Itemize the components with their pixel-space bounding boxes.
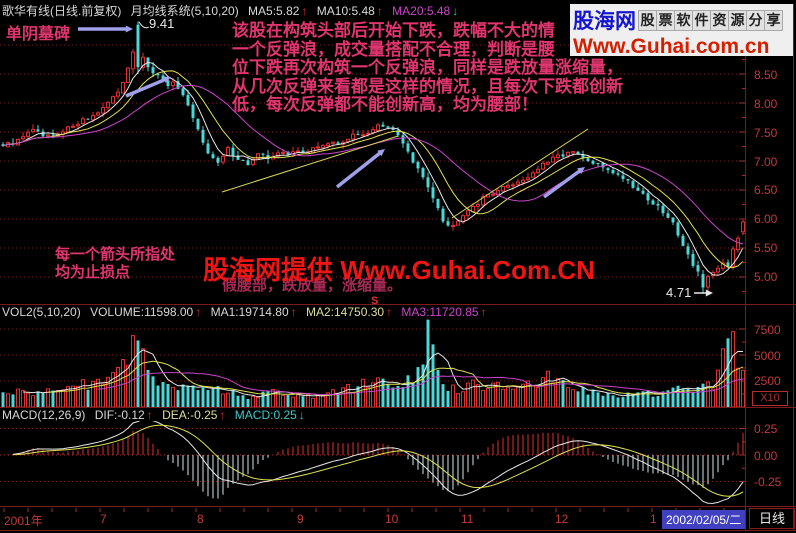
price-axis-label: 5.50 <box>754 241 778 255</box>
stock-title: 歌华有线(日线.前复权) <box>2 4 122 18</box>
price-axis-label: 6.50 <box>754 183 778 197</box>
faint-note: 假腰部，跌放量，涨缩量。 <box>222 277 403 294</box>
volume-axis-label: 5000 <box>754 349 781 363</box>
price-axis-label: 6.00 <box>754 212 778 226</box>
ma-system-label: 月均线系统(5,10,20) <box>130 4 239 18</box>
time-axis-year: 2001年 <box>4 514 43 528</box>
vol-value: VOLUME:11598.00 <box>90 305 194 319</box>
time-axis-month-label: 1 <box>650 512 657 526</box>
commentary-line: 低，每次反弹都不能创新高，均为腰部！ <box>232 95 538 115</box>
time-axis-month-label: 8 <box>197 512 204 526</box>
dif-value: DIF:-0.12 <box>94 408 145 422</box>
ma20-value: MA20:5.48 <box>392 4 451 18</box>
volume-header: VOL2(5,10,20) VOLUME:11598.00 ↑ MA1:19714… <box>2 305 493 319</box>
watermark-tagline-char: 股 <box>638 9 657 31</box>
price-axis-label: 8.00 <box>754 97 778 111</box>
macd-value: MACD:0.25 <box>234 408 297 422</box>
time-axis-month-label: 10 <box>385 512 399 526</box>
macd-axis-label: -0.25 <box>754 475 782 489</box>
current-date-badge: 2002/02/05/二 <box>662 510 746 529</box>
stop-loss-note-line2: 均为止损点 <box>55 264 131 281</box>
dea-up-arrow-icon: ↑ <box>219 408 226 422</box>
volume-pane[interactable] <box>1 319 745 408</box>
time-axis-month-label: 9 <box>297 512 304 526</box>
volume-unit-badge: X10 <box>752 391 788 406</box>
vol-ma3-value: MA3:11720.85 <box>401 305 479 319</box>
macd-pane[interactable] <box>7 419 744 504</box>
watermark-url: Www.Guhai.com.cn <box>573 35 770 58</box>
peak-price-label: 9.41 <box>149 16 175 31</box>
watermark-tagline-char: 享 <box>764 9 783 31</box>
watermark-tagline-char: 资 <box>710 9 729 31</box>
center-watermark: 股海网提供 Www.Guhai.Com.CN <box>203 255 595 285</box>
header-bar: 歌华有线(日线.前复权) 月均线系统(5,10,20) MA5:5.82 ↑ MA… <box>2 2 464 19</box>
price-axis-label: 8.50 <box>754 68 778 82</box>
ma10-value: MA10:5.48 <box>316 4 375 18</box>
watermark-tagline-char: 源 <box>728 9 747 31</box>
vol-ma1-value: MA1:19714.80 <box>210 305 289 319</box>
sell-marker: S <box>371 295 379 307</box>
ma20-down-arrow-icon: ↓ <box>452 4 459 18</box>
macd-indicator-label: MACD(12,26,9) <box>2 408 86 422</box>
dif-up-arrow-icon: ↑ <box>146 408 153 422</box>
time-axis-month-label: 7 <box>100 512 107 526</box>
macd-header: MACD(12,26,9) DIF:-0.12 ↑ DEA:-0.25 ↑ MACD… <box>2 408 311 422</box>
watermark-tagline-char: 票 <box>656 9 675 31</box>
price-axis-label: 5.00 <box>754 270 778 284</box>
commentary-line: 从几次反弹来看都是这样的情况，且每次下跌都创新 <box>232 76 623 96</box>
ma5-value: MA5:5.82 <box>248 4 300 18</box>
vol-indicator-label: VOL2(5,10,20) <box>2 305 81 319</box>
time-axis-month-label: 11 <box>461 512 474 526</box>
commentary-line: 该股在构筑头部后开始下跌，跌幅不大的情 <box>232 21 555 40</box>
watermark-tagline-char: 软 <box>674 9 693 31</box>
commentary-line: 位下跌再次构筑一个反弹浪，同样是跌放量涨缩量， <box>232 58 623 78</box>
vol-ma2-up-arrow-icon: ↑ <box>386 305 393 319</box>
price-axis-label: 7.50 <box>754 126 778 140</box>
watermark-tagline-char: 件 <box>692 9 711 31</box>
watermark-banner: 股海网股票软件资源分享 Www.Guhai.com.cn <box>570 4 793 58</box>
volume-axis-label: 7500 <box>754 323 781 337</box>
macd-axis-label: 0.00 <box>754 449 778 463</box>
period-selector[interactable]: 日线 <box>749 508 795 529</box>
macd-down-arrow-icon: ↓ <box>298 408 305 422</box>
watermark-brand: 股海网 <box>573 10 636 33</box>
commentary-note: 该股在构筑头部后开始下跌，跌幅不大的情 一个反弹浪，成交量搭配不合理，判断是腰 … <box>232 21 623 115</box>
volume-axis-label: 2500 <box>754 374 781 388</box>
price-axis-label: 7.00 <box>754 155 778 169</box>
vol-ma1-up-arrow-icon: ↑ <box>290 305 297 319</box>
low-price-label: 4.71 <box>666 285 692 300</box>
watermark-tagline-char: 分 <box>746 9 765 31</box>
dea-value: DEA:-0.25 <box>162 408 218 422</box>
commentary-line: 一个反弹浪，成交量搭配不合理，判断是腰 <box>232 39 555 59</box>
tombstone-annotation: 单阴墓碑 <box>6 26 71 43</box>
vol-up-arrow-icon: ↑ <box>195 305 202 319</box>
ma5-up-arrow-icon: ↑ <box>301 4 308 18</box>
vol-ma3-up-arrow-icon: ↑ <box>480 305 487 319</box>
stop-loss-note-line1: 每一个箭头所指处 <box>55 246 176 263</box>
macd-axis-label: 0.25 <box>754 422 778 436</box>
candlestick-pane[interactable] <box>1 21 745 294</box>
vol-ma2-value: MA2:14750.30 <box>305 305 385 319</box>
time-axis-month-label: 12 <box>555 512 569 526</box>
frame-lines <box>0 4 796 531</box>
ma10-up-arrow-icon: ↑ <box>376 4 383 18</box>
watermark-tagline: 股票软件资源分享 <box>638 9 783 31</box>
annotation-overlay <box>78 21 713 297</box>
